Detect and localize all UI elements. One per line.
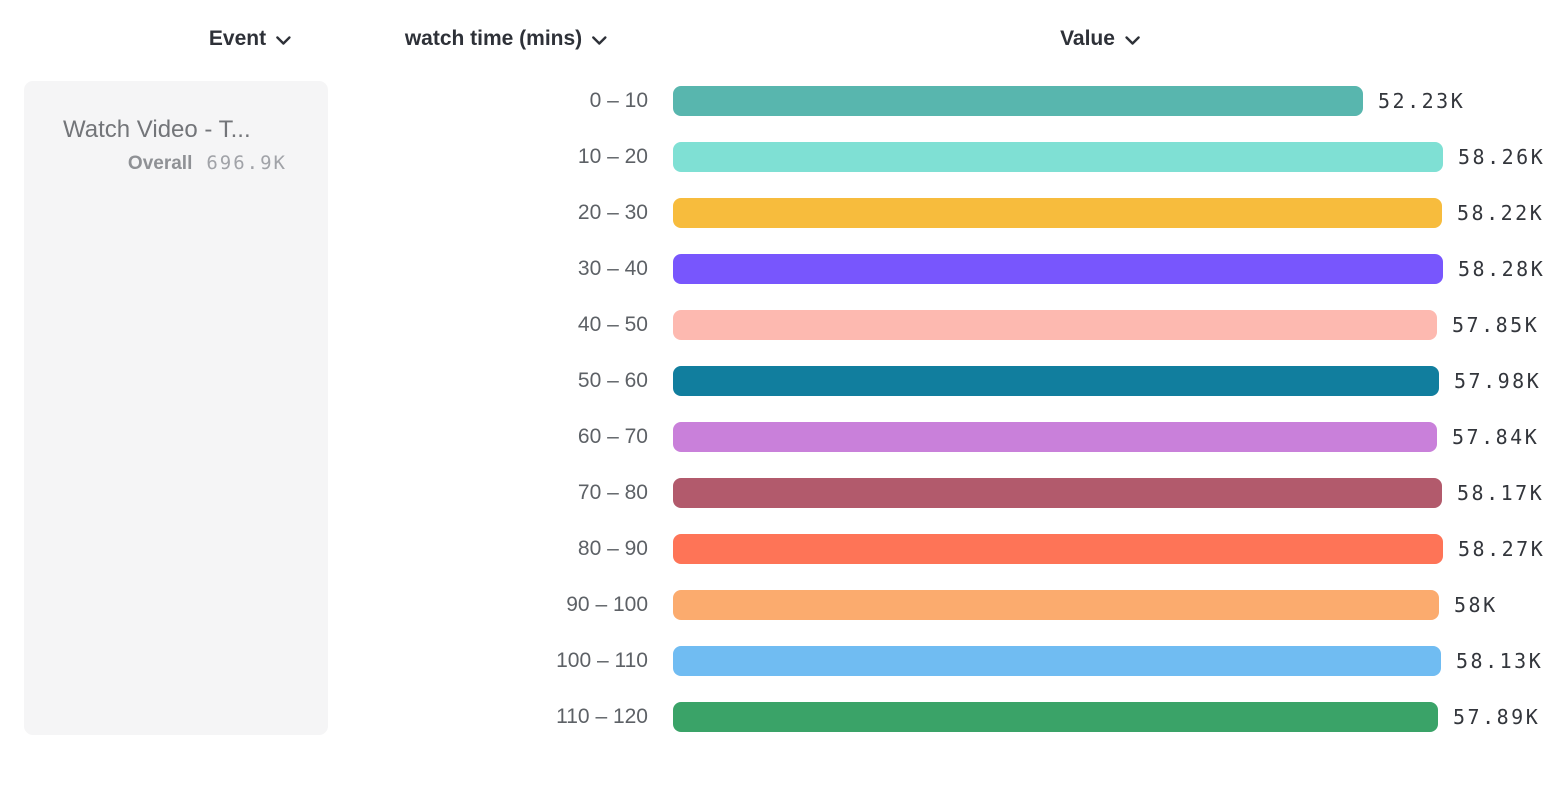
bar-row: 30 – 40 58.28K	[0, 241, 1568, 297]
event-card[interactable]: Watch Video - T... Overall 696.9K	[24, 81, 328, 735]
value-column-dropdown[interactable]: Value	[1060, 27, 1140, 51]
bar-segment[interactable]	[673, 366, 1439, 396]
chevron-down-icon	[592, 35, 607, 46]
bar-chart: 0 – 10 52.23K 10 – 20 58.26K 20 – 30 58.22K 30…	[0, 73, 1568, 745]
bucket-label: 100 – 110	[556, 649, 648, 672]
bar-row: 110 – 120 57.89K	[0, 689, 1568, 745]
bucket-label: 0 – 10	[589, 89, 648, 112]
bucket-label: 60 – 70	[577, 425, 648, 448]
bar-value-label: 58.28K	[1458, 257, 1546, 281]
bar-segment[interactable]	[673, 478, 1442, 508]
bucket-label: 20 – 30	[577, 201, 648, 224]
bucket-label: 50 – 60	[577, 369, 648, 392]
bar-segment[interactable]	[673, 702, 1438, 732]
chevron-down-icon	[276, 35, 291, 46]
bar-row: 20 – 30 58.22K	[0, 185, 1568, 241]
bar-value-label: 57.89K	[1453, 705, 1541, 729]
bar-segment[interactable]	[673, 86, 1363, 116]
bar-row: 10 – 20 58.26K	[0, 129, 1568, 185]
bar-row: 40 – 50 57.85K	[0, 297, 1568, 353]
bar-segment[interactable]	[673, 142, 1443, 172]
bar-value-label: 58.22K	[1457, 201, 1545, 225]
bar-row: 50 – 60 57.98K	[0, 353, 1568, 409]
chevron-down-icon	[1125, 35, 1140, 46]
bar-row: 100 – 110 58.13K	[0, 633, 1568, 689]
bucket-label: 110 – 120	[556, 705, 648, 728]
bar-value-label: 58K	[1454, 593, 1498, 617]
bucket-label: 10 – 20	[577, 145, 648, 168]
bucket-label: 90 – 100	[566, 593, 648, 616]
bar-value-label: 57.98K	[1454, 369, 1542, 393]
bucket-label: 70 – 80	[577, 481, 648, 504]
event-title: Watch Video - T...	[63, 116, 251, 143]
bar-value-label: 58.13K	[1456, 649, 1544, 673]
bar-row: 90 – 100 58K	[0, 577, 1568, 633]
breakdown-column-dropdown[interactable]: watch time (mins)	[405, 27, 607, 51]
bar-value-label: 58.27K	[1458, 537, 1546, 561]
bucket-label: 40 – 50	[577, 313, 648, 336]
bar-segment[interactable]	[673, 534, 1443, 564]
bar-segment[interactable]	[673, 310, 1437, 340]
bar-value-label: 58.26K	[1458, 145, 1546, 169]
bar-row: 70 – 80 58.17K	[0, 465, 1568, 521]
value-column-label: Value	[1060, 27, 1115, 50]
bucket-label: 30 – 40	[577, 257, 648, 280]
bar-segment[interactable]	[673, 646, 1441, 676]
bar-row: 0 – 10 52.23K	[0, 73, 1568, 129]
overall-label: Overall	[127, 153, 193, 174]
bar-value-label: 57.84K	[1452, 425, 1540, 449]
bar-value-label: 57.85K	[1452, 313, 1540, 337]
bar-row: 60 – 70 57.84K	[0, 409, 1568, 465]
bar-segment[interactable]	[673, 590, 1439, 620]
bar-value-label: 58.17K	[1457, 481, 1545, 505]
overall-row: Overall 696.9K	[63, 152, 287, 175]
bar-segment[interactable]	[673, 198, 1442, 228]
event-column-dropdown[interactable]: Event	[209, 27, 291, 51]
bar-row: 80 – 90 58.27K	[0, 521, 1568, 577]
bucket-label: 80 – 90	[577, 537, 648, 560]
event-column-label: Event	[208, 27, 267, 50]
breakdown-column-label: watch time (mins)	[404, 27, 583, 50]
bar-segment[interactable]	[673, 254, 1443, 284]
overall-value: 696.9K	[206, 152, 287, 174]
bar-segment[interactable]	[673, 422, 1437, 452]
bar-value-label: 52.23K	[1378, 89, 1466, 113]
